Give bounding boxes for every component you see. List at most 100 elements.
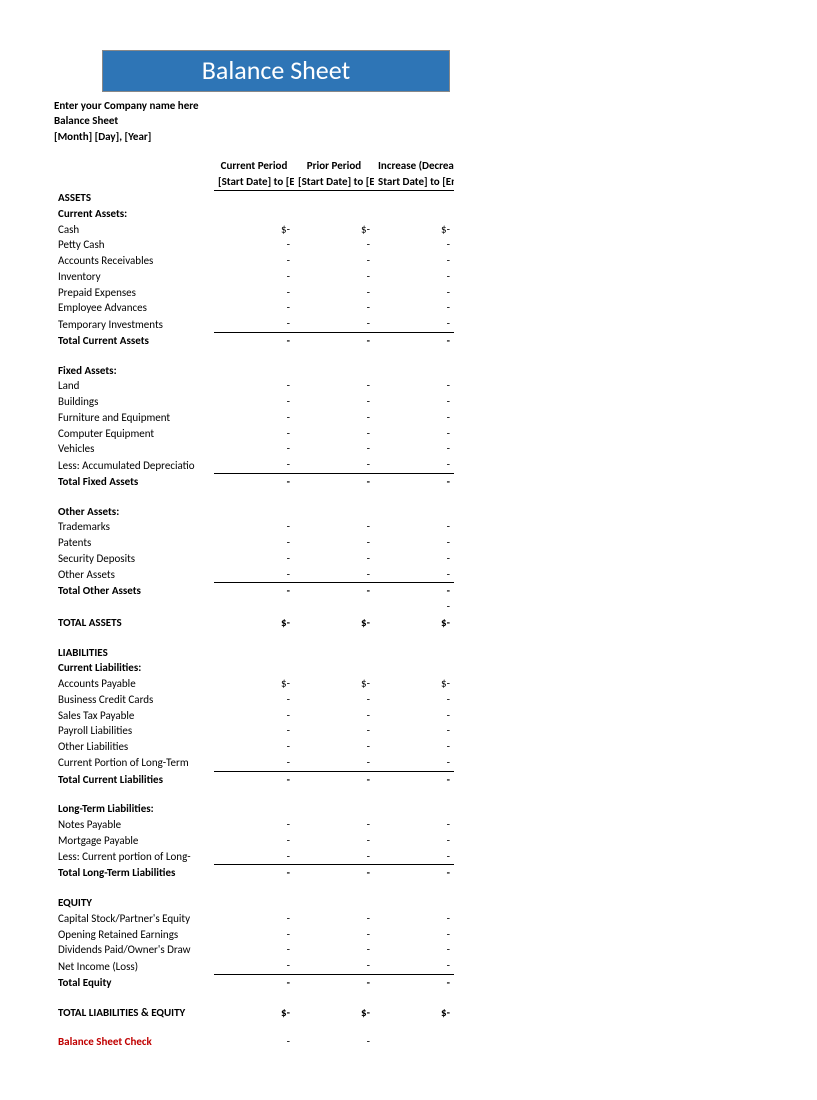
current-asset-row: Inventory--- — [54, 269, 454, 285]
title-block: Balance Sheet — [102, 50, 767, 92]
other-asset-value: - — [374, 567, 454, 583]
total-other-assets-row: Total Other Assets - - - — [54, 583, 454, 599]
company-name: Enter your Company name here — [54, 98, 767, 113]
current-asset-value: - — [374, 269, 454, 285]
current-liabilities-heading: Current Liabilities: — [54, 660, 214, 676]
equity-item-row: Dividends Paid/Owner's Draw--- — [54, 942, 454, 958]
total-fixed-assets-v3: - — [374, 473, 454, 489]
current-liability-label: Payroll Liabilities — [54, 723, 214, 739]
equity-item-row: Net Income (Loss)--- — [54, 958, 454, 974]
current-liability-value: - — [374, 755, 454, 771]
other-assets-extra-dash: - — [374, 599, 454, 615]
page: Balance Sheet Enter your Company name he… — [0, 0, 817, 1100]
other-asset-row: Patents--- — [54, 535, 454, 551]
other-asset-label: Trademarks — [54, 519, 214, 535]
current-liability-row: Accounts Payable$-$-$- — [54, 676, 454, 692]
total-equity-label: Total Equity — [54, 974, 214, 990]
longterm-liabilities-heading: Long-Term Liabilities: — [54, 801, 214, 817]
col-header-current: Current Period — [214, 158, 294, 174]
longterm-liability-row: Notes Payable--- — [54, 817, 454, 833]
equity-item-value: - — [294, 958, 374, 974]
current-asset-value: $- — [374, 222, 454, 238]
longterm-liability-label: Less: Current portion of Long- — [54, 849, 214, 865]
total-current-assets-row: Total Current Assets - - - — [54, 332, 454, 348]
other-asset-value: - — [374, 519, 454, 535]
total-current-liabilities-label: Total Current Liabilities — [54, 771, 214, 787]
current-liability-value: $- — [214, 676, 294, 692]
total-liab-equity-row: TOTAL LIABILITIES & EQUITY $- $- $- — [54, 1005, 454, 1021]
current-asset-label: Employee Advances — [54, 300, 214, 316]
longterm-liability-row: Less: Current portion of Long---- — [54, 849, 454, 865]
current-liability-value: $- — [294, 676, 374, 692]
equity-item-label: Opening Retained Earnings — [54, 927, 214, 943]
current-asset-row: Employee Advances--- — [54, 300, 454, 316]
other-asset-value: - — [374, 535, 454, 551]
current-asset-value: $- — [214, 222, 294, 238]
equity-item-value: - — [374, 942, 454, 958]
total-fixed-assets-v1: - — [214, 473, 294, 489]
current-liability-value: - — [294, 708, 374, 724]
current-asset-row: Petty Cash--- — [54, 237, 454, 253]
total-longterm-liabilities-v3: - — [374, 865, 454, 881]
fixed-asset-value: - — [214, 441, 294, 457]
other-asset-value: - — [374, 551, 454, 567]
longterm-liability-value: - — [374, 833, 454, 849]
fixed-asset-value: - — [214, 410, 294, 426]
total-longterm-liabilities-label: Total Long-Term Liabilities — [54, 865, 214, 881]
fixed-asset-label: Vehicles — [54, 441, 214, 457]
equity-item-value: - — [214, 958, 294, 974]
fixed-asset-value: - — [294, 426, 374, 442]
total-liab-equity-label: TOTAL LIABILITIES & EQUITY — [54, 1005, 214, 1021]
fixed-asset-value: - — [374, 378, 454, 394]
current-liability-row: Other Liabilities--- — [54, 739, 454, 755]
current-asset-value: - — [294, 269, 374, 285]
fixed-asset-value: - — [374, 457, 454, 473]
longterm-liability-value: - — [374, 849, 454, 865]
current-assets-heading: Current Assets: — [54, 206, 214, 222]
col-header-change: Increase (Decrease) — [374, 158, 454, 174]
fixed-asset-value: - — [294, 441, 374, 457]
equity-item-value: - — [294, 927, 374, 943]
fixed-asset-row: Furniture and Equipment--- — [54, 410, 454, 426]
current-liability-label: Business Credit Cards — [54, 692, 214, 708]
total-equity-v1: - — [214, 974, 294, 990]
total-other-assets-v3: - — [374, 583, 454, 599]
total-liab-equity-v3: $- — [374, 1005, 454, 1021]
longterm-liability-value: - — [214, 849, 294, 865]
current-liability-value: - — [214, 755, 294, 771]
other-asset-label: Security Deposits — [54, 551, 214, 567]
total-fixed-assets-v2: - — [294, 473, 374, 489]
current-liability-value: - — [214, 708, 294, 724]
current-asset-label: Temporary Investments — [54, 316, 214, 332]
current-liability-label: Sales Tax Payable — [54, 708, 214, 724]
total-equity-v3: - — [374, 974, 454, 990]
col-sub-current: [Start Date] to [End Date] — [214, 174, 294, 190]
fixed-asset-value: - — [214, 426, 294, 442]
assets-heading: ASSETS — [54, 190, 214, 206]
total-other-assets-label: Total Other Assets — [54, 583, 214, 599]
current-liability-value: - — [294, 692, 374, 708]
current-liability-row: Sales Tax Payable--- — [54, 708, 454, 724]
longterm-liability-value: - — [374, 817, 454, 833]
current-asset-value: - — [214, 253, 294, 269]
fixed-asset-value: - — [214, 394, 294, 410]
total-current-assets-v2: - — [294, 332, 374, 348]
current-liability-row: Current Portion of Long-Term--- — [54, 755, 454, 771]
other-assets-heading: Other Assets: — [54, 504, 214, 520]
longterm-liability-label: Mortgage Payable — [54, 833, 214, 849]
longterm-liability-value: - — [214, 833, 294, 849]
current-liability-row: Payroll Liabilities--- — [54, 723, 454, 739]
col-sub-prior: [Start Date] to [End Date] — [294, 174, 374, 190]
equity-item-label: Capital Stock/Partner's Equity — [54, 911, 214, 927]
current-asset-row: Prepaid Expenses--- — [54, 285, 454, 301]
current-liability-value: - — [374, 692, 454, 708]
current-asset-label: Inventory — [54, 269, 214, 285]
total-current-assets-v3: - — [374, 332, 454, 348]
current-asset-value: - — [214, 237, 294, 253]
balance-check-v1: - — [214, 1034, 294, 1050]
fixed-asset-value: - — [214, 457, 294, 473]
fixed-assets-heading: Fixed Assets: — [54, 363, 214, 379]
balance-check-label: Balance Sheet Check — [54, 1034, 214, 1050]
total-fixed-assets-row: Total Fixed Assets - - - — [54, 473, 454, 489]
col-header-prior: Prior Period — [294, 158, 374, 174]
